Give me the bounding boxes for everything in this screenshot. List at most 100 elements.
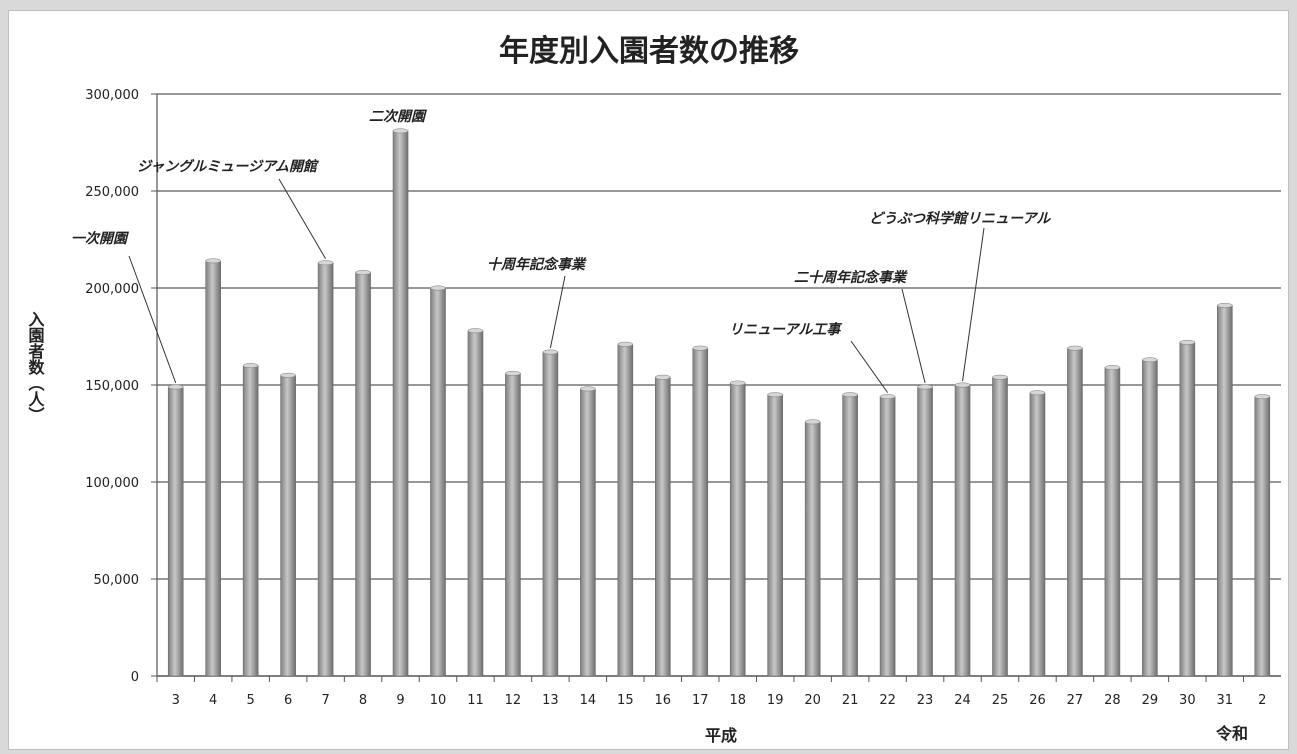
bar (954, 384, 971, 677)
y-tick-label: 0 (131, 670, 139, 685)
bar (1142, 359, 1158, 677)
x-tick-label: 7 (321, 693, 329, 708)
y-axis-label: 入園者数（人） (26, 311, 46, 423)
bar (917, 386, 933, 677)
bar-cap (542, 349, 559, 355)
bar-cap (804, 419, 821, 425)
bar (654, 376, 671, 677)
y-tick-label: 50,000 (94, 573, 140, 588)
bar-cap (1029, 390, 1046, 396)
bar-cap (467, 328, 484, 334)
bar-cap (729, 380, 746, 386)
bar (167, 386, 184, 677)
bar (317, 262, 334, 677)
bar-cap (879, 394, 896, 400)
annotation-leader-line (901, 288, 926, 384)
bar-cap (954, 382, 971, 388)
bar (1104, 367, 1121, 677)
era-label-heisei: 平成 (705, 726, 737, 745)
bar (242, 365, 259, 677)
bar (729, 382, 746, 677)
x-tick-label: 9 (396, 693, 404, 708)
annotation-leader-line (962, 227, 985, 382)
x-tick-label: 2 (1258, 693, 1266, 708)
bar (205, 260, 221, 677)
x-tick-label: 17 (692, 693, 709, 708)
bar (280, 374, 296, 677)
x-tick-label: 19 (767, 693, 784, 708)
bar-cap (842, 392, 858, 398)
bar (767, 394, 784, 677)
bar-cap (392, 128, 409, 134)
bar-cap (917, 384, 933, 390)
bar (505, 373, 521, 677)
bar (355, 272, 371, 677)
bar (879, 396, 896, 677)
bar (580, 388, 596, 677)
bar-cap (1104, 365, 1121, 370)
bar (1179, 342, 1196, 677)
x-tick-labels: 3 4 5 6 7 8 9 10 11 12 13 14 15 16 17 18 19 20 21 22 23 24 25 2… (172, 693, 1267, 708)
x-tick-label: 28 (1104, 693, 1121, 708)
bar-cap (505, 370, 521, 376)
x-tick-label: 3 (172, 693, 180, 708)
bar-cap (692, 345, 709, 351)
x-tick-label: 30 (1179, 693, 1196, 708)
x-tick-label: 4 (209, 693, 217, 708)
bar-cap (617, 341, 634, 347)
era-label-reiwa: 令和 (1215, 724, 1248, 743)
y-tick-label: 250,000 (85, 185, 139, 200)
bar-cap (205, 258, 221, 264)
x-tick-label: 25 (992, 693, 1009, 708)
grid-lines (151, 93, 1281, 682)
chart-title: 年度別入園者数の推移 (499, 34, 799, 69)
bar-cap (167, 384, 184, 390)
annotation-label: どうぶつ科学館リニューアル (869, 210, 1051, 227)
bar-cap (580, 386, 596, 392)
bar (992, 376, 1008, 677)
x-tick-label: 8 (359, 693, 367, 708)
annotation-label: 十周年記念事業 (487, 256, 587, 273)
chart-frame: 年度別入園者数の推移 入園者数（人） 0 50,000 100,000 150,000… (8, 10, 1289, 750)
bar-cap (1254, 394, 1271, 400)
x-tick-label: 12 (505, 693, 522, 708)
y-tick-label: 200,000 (85, 282, 139, 297)
x-tick-label: 27 (1067, 693, 1084, 708)
annotation-label: 二十周年記念事業 (794, 269, 908, 286)
y-tick-label: 150,000 (85, 379, 139, 394)
bar-cap (280, 372, 296, 378)
bar-cap (655, 374, 671, 380)
y-tick-labels: 0 50,000 100,000 150,000 200,000 250,000 300,0… (85, 88, 139, 685)
x-tick-label: 10 (430, 693, 447, 708)
bar (1254, 396, 1271, 677)
x-tick-label: 20 (804, 693, 821, 708)
x-tick-label: 22 (879, 693, 896, 708)
bar-cap (767, 392, 783, 398)
x-tick-label: 5 (247, 693, 255, 708)
annotation-label: 二次開園 (369, 108, 428, 125)
annotation-leader-line (128, 255, 177, 384)
bar (1029, 392, 1046, 677)
bar-cap (317, 260, 334, 266)
bar (430, 287, 446, 677)
annotation-leader-line (278, 178, 327, 260)
x-tick-label: 31 (1217, 693, 1234, 708)
bar-cap (1179, 339, 1196, 345)
bar-cap (1067, 345, 1083, 351)
annotation-leader-line (549, 275, 566, 349)
bar-cap (355, 270, 371, 275)
bar (467, 330, 484, 677)
bars (167, 128, 1271, 677)
bar-cap (242, 363, 259, 369)
bar (542, 351, 559, 677)
x-tick-label: 24 (954, 693, 971, 708)
bar-chart: 年度別入園者数の推移 入園者数（人） 0 50,000 100,000 150,000… (26, 34, 1281, 745)
annotation-label: ジャングルミュージアム開館 (137, 158, 319, 175)
bar-cap (1142, 357, 1158, 363)
bar (392, 130, 409, 677)
y-tick-label: 100,000 (85, 476, 139, 491)
x-tick-label: 26 (1029, 693, 1046, 708)
x-tick-label: 16 (655, 693, 672, 708)
x-tick-label: 18 (729, 693, 746, 708)
